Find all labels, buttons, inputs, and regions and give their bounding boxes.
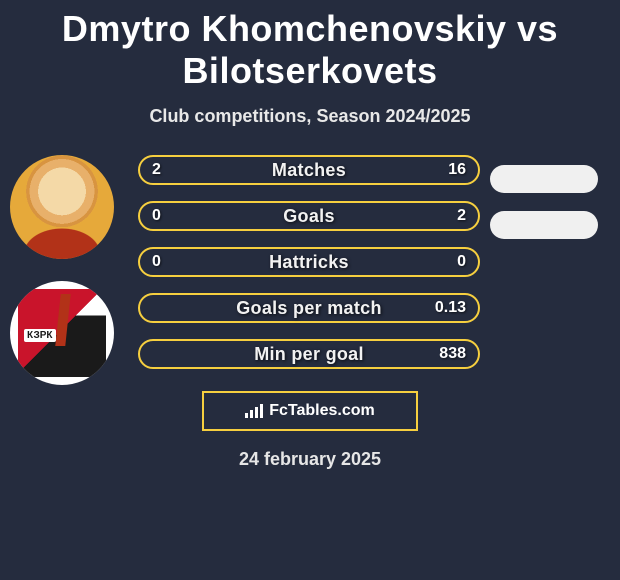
stat-row-matches: 2 Matches 16 <box>138 155 480 185</box>
stat-label: Min per goal <box>140 344 478 365</box>
stat-label: Matches <box>140 160 478 181</box>
stat-row-goals-per-match: Goals per match 0.13 <box>138 293 480 323</box>
stat-right-value: 2 <box>457 207 466 225</box>
left-player-photos <box>10 155 125 407</box>
stat-label: Hattricks <box>140 252 478 273</box>
stat-right-value: 16 <box>448 161 466 179</box>
opponent-photo-placeholder <box>490 165 598 193</box>
stat-label: Goals <box>140 206 478 227</box>
club-logo <box>10 281 114 385</box>
date-label: 24 february 2025 <box>10 449 610 470</box>
brand-box[interactable]: FcTables.com <box>202 391 418 431</box>
stat-right-value: 0 <box>457 253 466 271</box>
subtitle: Club competitions, Season 2024/2025 <box>0 106 620 127</box>
stat-row-hattricks: 0 Hattricks 0 <box>138 247 480 277</box>
brand-text: FcTables.com <box>269 402 375 420</box>
right-player-placeholders <box>490 155 610 257</box>
player-photo <box>10 155 114 259</box>
stat-left-value: 2 <box>152 161 161 179</box>
stat-right-value: 838 <box>439 345 466 363</box>
stat-right-value: 0.13 <box>435 299 466 317</box>
club-logo-graphic <box>18 289 106 377</box>
stat-row-min-per-goal: Min per goal 838 <box>138 339 480 369</box>
comparison-content: 2 Matches 16 0 Goals 2 0 Hattricks 0 Goa… <box>0 155 620 470</box>
stat-left-value: 0 <box>152 207 161 225</box>
page-title: Dmytro Khomchenovskiy vs Bilotserkovets <box>0 0 620 92</box>
stat-row-goals: 0 Goals 2 <box>138 201 480 231</box>
chart-icon <box>245 404 263 418</box>
stat-left-value: 0 <box>152 253 161 271</box>
stat-label: Goals per match <box>140 298 478 319</box>
stat-bars: 2 Matches 16 0 Goals 2 0 Hattricks 0 Goa… <box>138 155 480 369</box>
opponent-club-placeholder <box>490 211 598 239</box>
